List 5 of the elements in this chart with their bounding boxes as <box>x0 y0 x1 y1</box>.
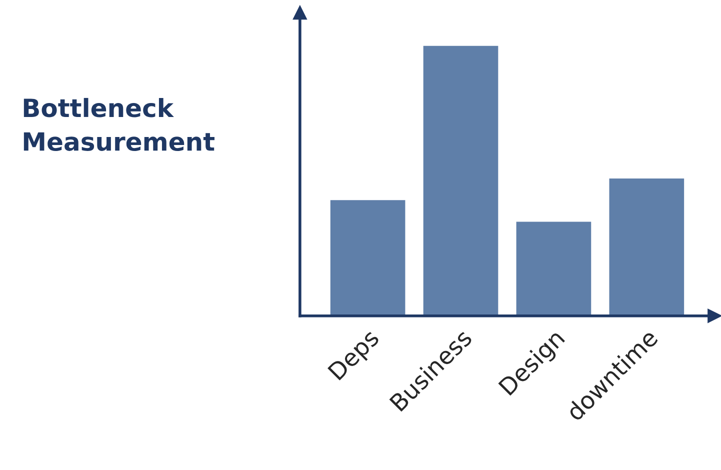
bar <box>328 198 407 316</box>
bar <box>514 220 593 316</box>
bar <box>608 177 686 316</box>
text: Bottleneck Measurement <box>24 98 214 151</box>
bar <box>422 44 500 316</box>
